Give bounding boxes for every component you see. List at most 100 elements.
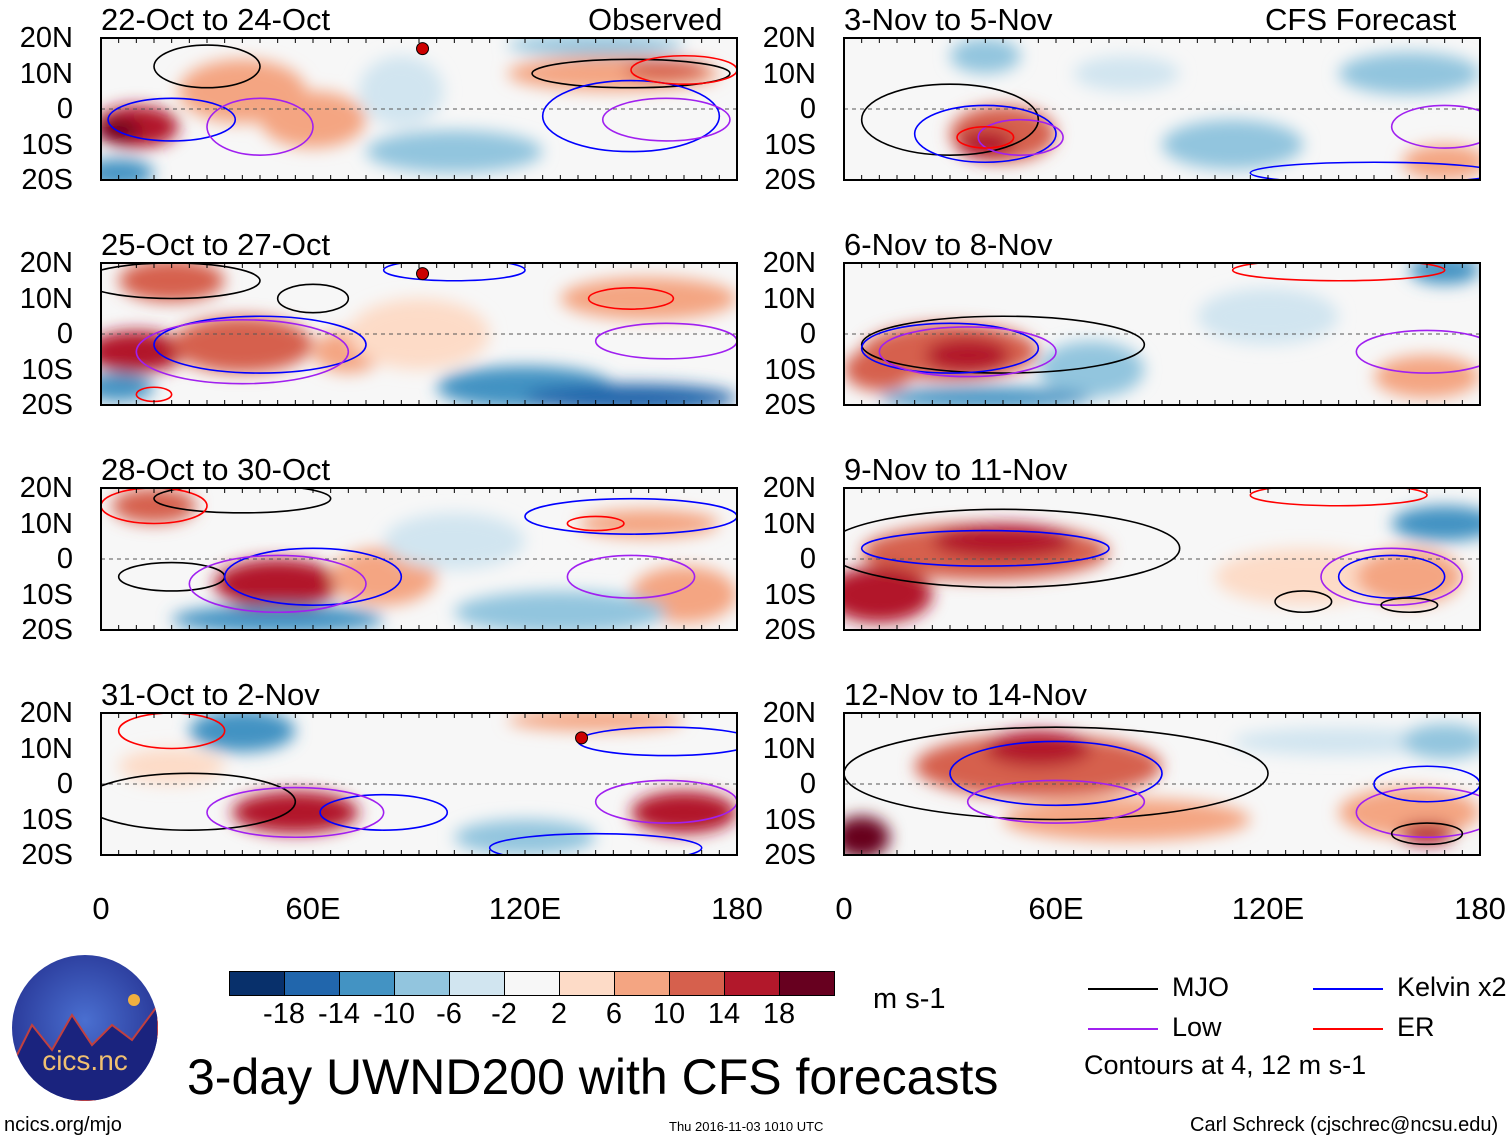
wind-anomaly-region <box>366 130 543 173</box>
panel-title: 31-Oct to 2-Nov <box>101 677 320 712</box>
er-contour <box>102 489 208 525</box>
kelvin-contour <box>382 264 526 282</box>
lat-label: 20S <box>764 839 816 871</box>
map-panel <box>100 262 738 406</box>
colorbar-label: -10 <box>373 998 415 1030</box>
storm-icon <box>416 42 430 56</box>
colorbar-swatch <box>725 972 780 995</box>
lat-label: 20N <box>19 472 73 504</box>
contour-note: Contours at 4, 12 m s-1 <box>1084 1050 1367 1080</box>
storm-icon <box>575 731 589 745</box>
wind-anomaly-region <box>118 264 225 303</box>
wind-anomaly-region <box>1073 55 1180 92</box>
low-contour <box>966 779 1146 824</box>
lat-label: 20N <box>19 247 73 279</box>
wind-anomaly-region <box>214 559 342 609</box>
lat-label: 20S <box>764 614 816 646</box>
wind-anomaly-region <box>348 298 490 370</box>
wind-anomaly-region <box>171 316 313 374</box>
wind-anomaly-region <box>623 59 709 81</box>
legend-line <box>1313 1028 1383 1030</box>
wind-anomaly-region <box>1402 144 1481 180</box>
low-contour <box>1390 104 1481 149</box>
colorbar <box>229 971 835 996</box>
mjo-contour <box>531 58 731 89</box>
lat-label: 10S <box>21 578 73 611</box>
lat-label: 10N <box>19 507 73 540</box>
wind-anomaly-region <box>231 791 359 834</box>
map-panel <box>843 487 1481 631</box>
lat-label: 10S <box>21 128 73 161</box>
er-contour <box>1231 264 1446 282</box>
legend-label: MJO <box>1172 972 1229 1002</box>
lon-label: 0 <box>92 891 110 926</box>
figure-title: 3-day UWND200 with CFS forecasts <box>187 1049 999 1105</box>
colorbar-label: 2 <box>550 998 568 1030</box>
kelvin-contour <box>860 322 1040 374</box>
mjo-contour <box>153 44 261 89</box>
colorbar-label: -2 <box>491 998 517 1030</box>
lat-label: 10S <box>21 803 73 836</box>
header-forecast: CFS Forecast <box>1265 2 1457 37</box>
mjo-contour <box>845 726 1269 821</box>
wind-anomaly-region <box>102 373 154 402</box>
colorbar-label: 14 <box>707 998 741 1030</box>
mjo-contour <box>276 283 350 314</box>
kelvin-contour <box>913 104 1057 164</box>
wind-anomaly-region <box>985 730 1092 767</box>
wind-anomaly-region <box>507 714 684 731</box>
colorbar-swatch <box>395 972 450 995</box>
panel-title: 28-Oct to 30-Oct <box>101 452 331 487</box>
footer-url: ncics.org/mjo <box>4 1114 122 1136</box>
wind-anomaly-region <box>1374 355 1480 398</box>
lat-label: 10N <box>762 57 816 90</box>
mjo-contour <box>102 772 297 831</box>
wind-anomaly-region <box>1232 727 1445 756</box>
colorbar-swatch <box>285 972 340 995</box>
mjo-contour <box>1274 590 1333 614</box>
low-contour <box>601 97 731 142</box>
wind-anomaly-region <box>102 158 154 181</box>
er-contour <box>117 714 226 750</box>
wind-anomaly-region <box>631 791 737 834</box>
lat-label: 0 <box>799 543 816 575</box>
lat-label: 10S <box>764 128 816 161</box>
legend-line <box>1313 988 1383 990</box>
kelvin-contour <box>107 97 237 142</box>
panel-title: 9-Nov to 11-Nov <box>844 452 1068 487</box>
lat-label: 10N <box>19 732 73 765</box>
map-panel <box>843 712 1481 856</box>
lat-label: 20S <box>21 389 73 421</box>
colorbar-swatch <box>340 972 395 995</box>
low-contour <box>206 97 314 156</box>
map-panel <box>100 37 738 181</box>
lon-label: 180 <box>711 891 763 926</box>
lat-label: 0 <box>799 93 816 125</box>
wind-anomaly-region <box>1356 548 1463 606</box>
kelvin-contour <box>153 315 367 374</box>
legend-line <box>1088 1028 1158 1030</box>
lon-label: 60E <box>285 891 341 926</box>
lat-label: 20S <box>21 839 73 871</box>
wind-anomaly-region <box>102 330 186 374</box>
low-contour <box>1355 786 1481 839</box>
kelvin-contour <box>1337 554 1446 599</box>
wind-anomaly-region <box>1197 287 1339 345</box>
wind-anomaly-region <box>358 55 444 127</box>
wind-anomaly-region <box>1338 52 1480 95</box>
panel-title: 3-Nov to 5-Nov <box>844 2 1053 37</box>
lon-label: 120E <box>488 891 562 926</box>
colorbar-swatch <box>450 972 505 995</box>
lat-label: 20N <box>762 22 816 54</box>
mjo-contour <box>845 508 1181 589</box>
low-contour <box>566 554 696 599</box>
lat-label: 20N <box>762 472 816 504</box>
colorbar-swatch <box>505 972 560 995</box>
footer-timestamp: Thu 2016-11-03 1010 UTC <box>669 1119 824 1134</box>
colorbar-swatch <box>670 972 725 995</box>
wind-anomaly-region <box>1215 548 1392 606</box>
map-panel <box>843 37 1481 181</box>
colorbar-label: 18 <box>762 998 796 1030</box>
legend-label: ER <box>1397 1012 1435 1042</box>
legend-label: Low <box>1172 1012 1222 1042</box>
